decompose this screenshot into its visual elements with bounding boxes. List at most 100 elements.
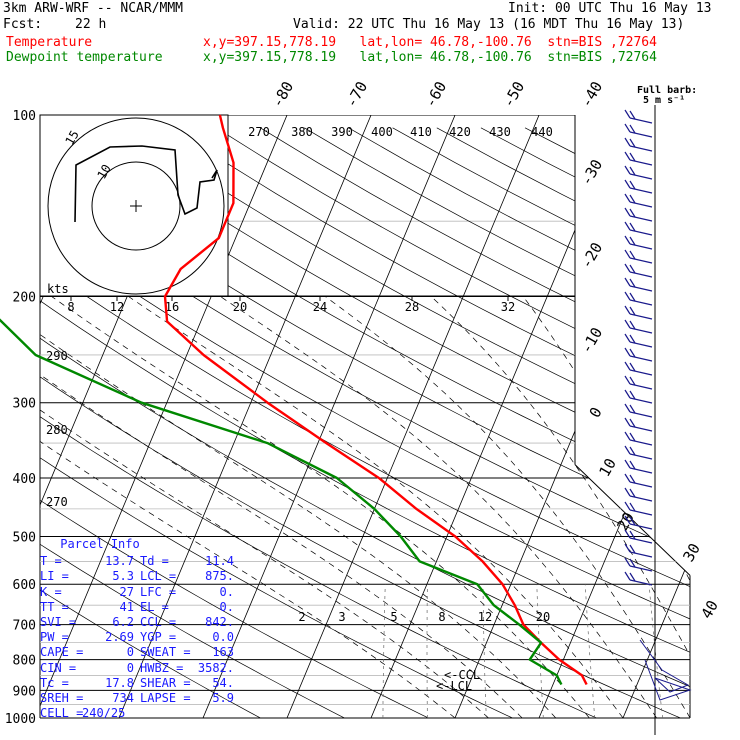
wind-barb-feather (629, 250, 636, 260)
wind-barb-feather (629, 152, 636, 162)
wind-barb (629, 299, 653, 306)
mixing-ratio-line (536, 584, 544, 718)
wind-barb-feather (629, 572, 636, 582)
parcel-value: 163 (212, 645, 234, 660)
parcel-info-row: SVI = 6.2 CCL = 842. (40, 615, 240, 630)
wind-barb (629, 173, 653, 180)
isotherm-line (702, 102, 740, 731)
wind-barb-feather (624, 501, 631, 511)
moist-adiabat (40, 296, 523, 718)
parcel-info-row: T = 13.7 Td = 11.4 (40, 554, 240, 569)
wind-barb-feather (624, 543, 631, 553)
model-title: 3km ARW-WRF -- NCAR/MMM (3, 1, 184, 16)
wind-barb (629, 187, 653, 194)
wind-barb-feather (629, 180, 636, 190)
hodograph-ring-label: 10 (94, 162, 113, 182)
parcel-value: 5.3 (112, 569, 134, 584)
parcel-value: 734 (112, 690, 134, 705)
wind-barb-feather (629, 348, 636, 358)
parcel-label: YGP = (140, 630, 177, 645)
wind-barb-feather (624, 249, 631, 259)
isotherm-label: -50 (499, 78, 528, 110)
moist-adiabat (128, 296, 624, 718)
barb-legend-line1: Full barb: (637, 85, 697, 96)
wind-barb-feather (629, 390, 636, 400)
pressure-tick-label: 100 (13, 109, 36, 124)
isotherm-label: -20 (577, 239, 606, 271)
pressure-tick-label: 700 (13, 619, 36, 634)
parcel-label: HWBZ = (140, 660, 184, 675)
dry-adiabat (260, 127, 690, 718)
parcel-label: CELL = (40, 706, 84, 721)
parcel-label: CAPE = (40, 645, 84, 660)
wind-barb-feather (624, 571, 631, 581)
wind-barb (629, 383, 653, 390)
wind-barb (629, 551, 653, 558)
dry-adiabat-label: 270 (46, 495, 68, 509)
parcel-info-rows: T = 13.7 Td = 11.4 LI = 5.3 LCL = 875. K = 27 LFC … (40, 554, 240, 721)
pressure-tick-label: 900 (13, 684, 36, 699)
isotherm-label: -80 (268, 78, 297, 110)
mixing-ratio-label: 12 (478, 610, 492, 624)
hodograph-ring-label: 15 (62, 128, 81, 148)
parcel-value: 54. (212, 675, 234, 690)
dry-adiabat (304, 127, 690, 718)
wind-barb-feather (624, 417, 631, 427)
wind-barb-feather (624, 361, 631, 371)
parcel-info-row: CAPE = 0 SWEAT = 163 (40, 645, 240, 660)
hodograph-trace (74, 145, 218, 223)
wind-barb-feather (624, 123, 631, 133)
speed-tick-label: 32 (501, 300, 515, 314)
dry-adiabat (83, 127, 690, 718)
wind-barb (629, 523, 653, 530)
wind-barb-feather (629, 236, 636, 246)
wind-barb (629, 215, 653, 222)
theta-label: 420 (449, 125, 471, 139)
dewpoint-legend: Dewpoint temperature (6, 50, 163, 65)
wind-barb-feather (629, 446, 636, 456)
parcel-label: SVI = (40, 614, 77, 629)
wind-barb-feather (629, 516, 636, 526)
wind-barb-feather (624, 515, 631, 525)
dry-adiabat (40, 127, 690, 718)
wind-barb-feather (624, 375, 631, 385)
wind-barb (629, 453, 653, 460)
wind-barb-feather (629, 264, 636, 274)
dry-adiabat (127, 127, 690, 718)
parcel-value: 0. (219, 584, 234, 599)
temperature-profile (163, 114, 588, 686)
wind-barb-feather (624, 487, 631, 497)
wind-barb (629, 565, 653, 572)
isotherm-label: -10 (577, 324, 606, 356)
forecast-hour: 22 h (75, 17, 107, 32)
isotherm-label: 30 (679, 540, 704, 565)
valid-time: Valid: 22 UTC Thu 16 May 13 (16 MDT Thu … (293, 17, 685, 32)
dry-adiabat-label: 290 (46, 349, 68, 363)
wind-barb (629, 355, 653, 362)
wind-barb-feather (629, 334, 636, 344)
wind-barb (629, 271, 653, 278)
parcel-value: 13.7 (105, 554, 134, 569)
dry-adiabat (216, 127, 690, 718)
wind-barb (629, 243, 653, 250)
wind-barb-feather (624, 193, 631, 203)
wind-barb (629, 341, 653, 348)
parcel-info-row: PW = 2.69 YGP = 0.0 (40, 630, 240, 645)
parcel-label: TT = (40, 599, 69, 614)
wind-barb-feather (624, 165, 631, 175)
isotherm-label: 40 (697, 597, 722, 622)
mixing-ratio-label: 8 (438, 610, 445, 624)
wind-barb-feather (629, 460, 636, 470)
parcel-value: 842. (205, 614, 234, 629)
wind-barb-feather (629, 474, 636, 484)
speed-tick-label: 8 (67, 300, 74, 314)
dry-adiabat (40, 127, 690, 718)
low-level-barbs (639, 639, 692, 701)
mixing-ratio-label: 5 (390, 610, 397, 624)
speed-tick-label: 12 (110, 300, 124, 314)
wind-barb-feather (629, 362, 636, 372)
wind-barb-feather (629, 292, 636, 302)
hodograph-speed-unit: kts (47, 282, 69, 296)
dry-adiabat (392, 127, 690, 718)
isotherm-label: -60 (421, 78, 450, 110)
